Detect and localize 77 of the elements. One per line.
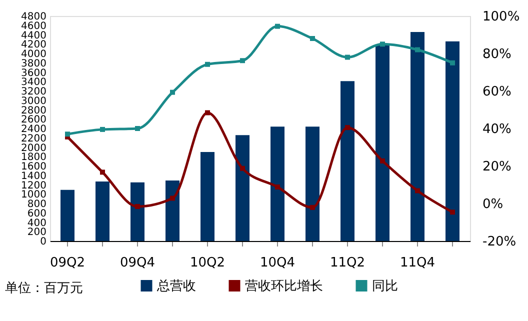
y-tick-label: 3800: [21, 58, 46, 70]
x-tick-label: 09Q4: [120, 256, 156, 270]
bar: [236, 135, 250, 241]
y-tick-label: 3000: [21, 96, 46, 107]
point: [100, 126, 105, 132]
bar: [60, 190, 74, 241]
x-tick-label: 10Q2: [190, 256, 226, 270]
point: [170, 90, 175, 95]
text: 单位：百万元: [5, 281, 83, 296]
point: [135, 204, 140, 209]
x-tick-label: 11Q4: [400, 256, 436, 270]
x-tick-label: 09Q2: [50, 256, 86, 270]
y-tick-label: 400: [27, 218, 46, 229]
y2-tick-label: 40%: [482, 122, 512, 137]
bar: [130, 182, 144, 241]
point: [205, 110, 210, 116]
point: [275, 24, 280, 29]
legend-label: 总营收: [156, 278, 196, 294]
x-tick-label: 10Q4: [260, 256, 296, 270]
y-tick-label: 2600: [21, 114, 46, 126]
y-tick-label: 4800: [21, 12, 46, 22]
bar: [410, 32, 424, 241]
bar: [200, 152, 214, 241]
y2-tick-label: 60%: [482, 84, 512, 100]
point: [450, 210, 455, 215]
y2-tick-label: 100%: [482, 10, 520, 24]
bar: [270, 126, 284, 241]
y2-tick-label: 80%: [482, 47, 512, 62]
point: [415, 47, 420, 52]
y-tick-label: 4600: [21, 20, 46, 32]
y-tick-label: 800: [27, 199, 46, 210]
y-tick-label: 4000: [21, 49, 46, 60]
x-tick-label: 11Q2: [330, 256, 366, 270]
y-tick-label: 600: [27, 208, 46, 220]
y2-tick-label: 20%: [482, 160, 512, 174]
point: [345, 54, 350, 60]
y-tick-label: 4400: [21, 30, 46, 42]
y-tick-label: 1800: [21, 152, 46, 164]
point: [310, 204, 315, 210]
y-tick-label: 1200: [21, 180, 46, 192]
point: [415, 188, 420, 194]
y2-tick-label: 0%: [482, 197, 504, 212]
bar: [306, 126, 320, 241]
y-tick-label: 2200: [21, 133, 46, 144]
y-tick-label: 1600: [21, 162, 46, 172]
point: [170, 196, 175, 201]
y-tick-label: 1400: [21, 170, 46, 182]
y-tick-label: 2800: [21, 105, 46, 116]
point: [380, 158, 385, 164]
point: [65, 132, 70, 137]
y-tick-label: 1000: [21, 190, 46, 201]
point: [275, 184, 280, 190]
y2-tick-label: -20%: [482, 234, 516, 250]
y-tick-label: 2000: [21, 142, 46, 154]
point: [135, 126, 140, 131]
point: [240, 166, 245, 171]
point: [205, 62, 210, 67]
legend-label: 同比: [372, 278, 398, 294]
point: [240, 58, 245, 64]
bar: [166, 180, 180, 241]
y-tick-label: 3400: [21, 77, 46, 88]
bar: [446, 41, 460, 241]
point: [310, 36, 315, 41]
point: [100, 170, 105, 175]
bar: [340, 81, 354, 241]
y-tick-label: 4200: [21, 40, 46, 51]
y-tick-label: 3600: [21, 68, 46, 79]
y-tick-label: 2400: [21, 124, 46, 135]
y-tick-label: 200: [27, 227, 46, 238]
point: [450, 60, 455, 66]
point: [345, 125, 350, 130]
bar: [96, 181, 110, 241]
y-tick-label: 3200: [21, 86, 46, 98]
bar: [376, 45, 390, 241]
point: [380, 42, 385, 47]
y-tick-label: 0: [40, 236, 46, 248]
legend-label: 营收环比增长: [245, 278, 323, 294]
